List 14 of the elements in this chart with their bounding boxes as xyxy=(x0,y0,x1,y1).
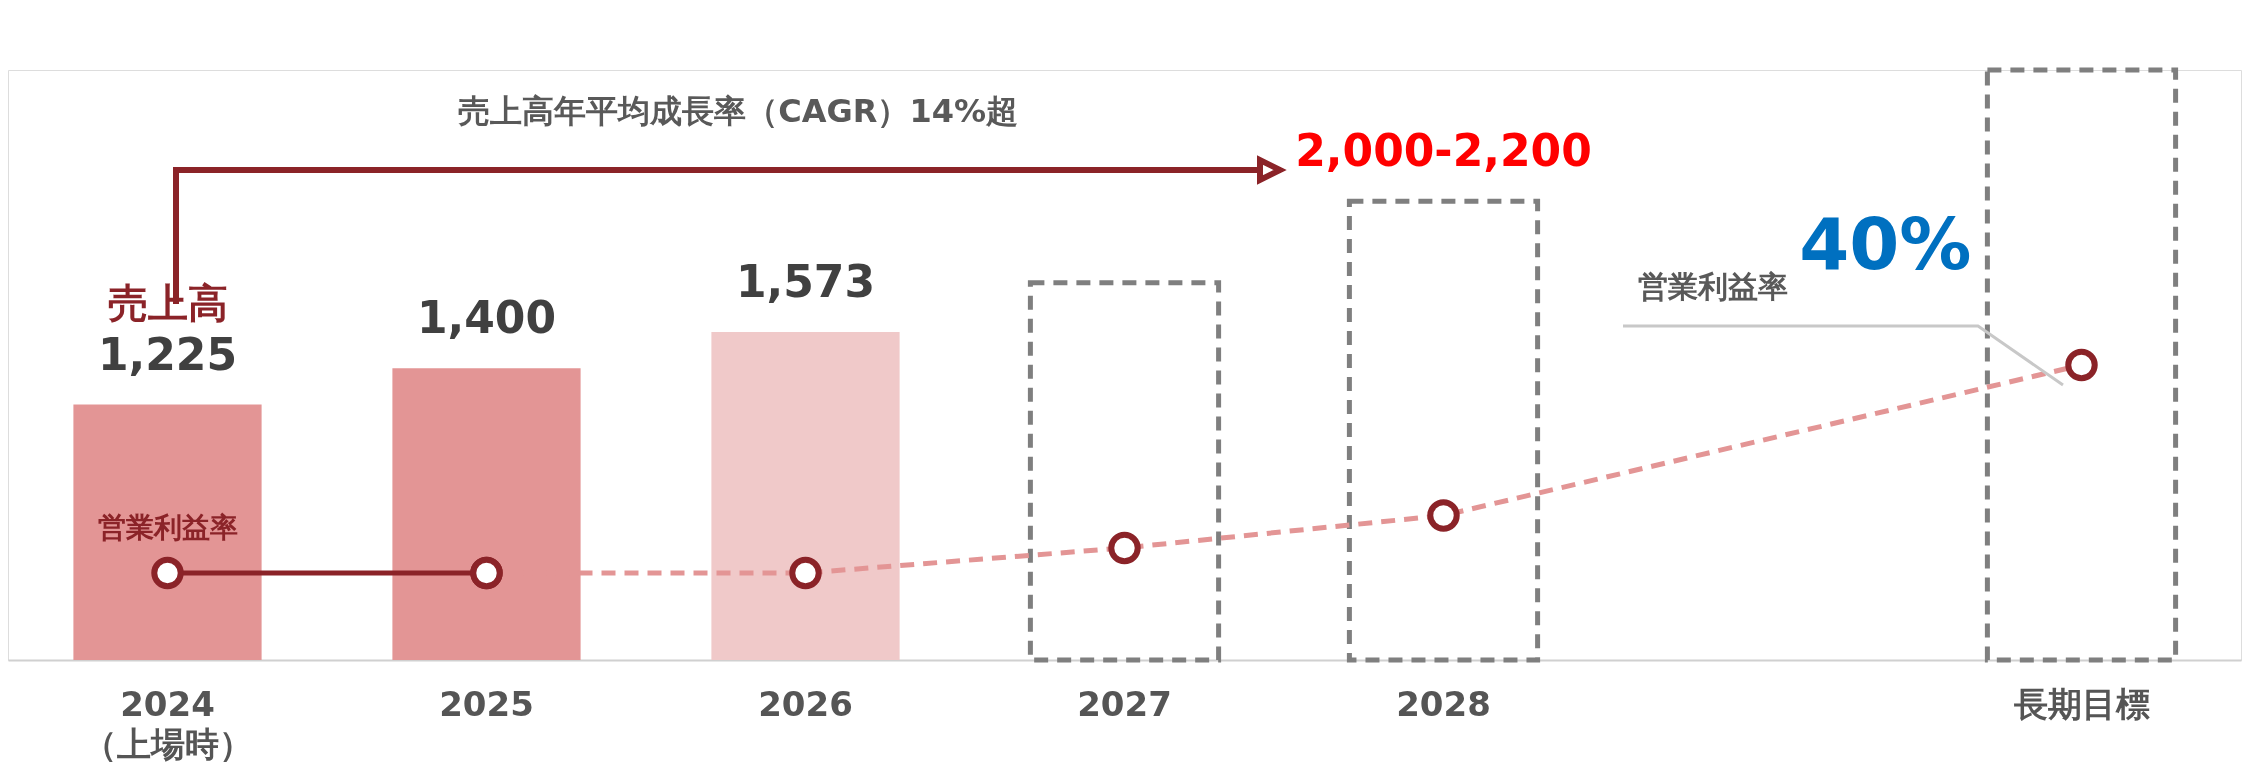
x-tick-label: 2027 xyxy=(1077,683,1172,724)
data-label: 1,225 xyxy=(97,328,238,380)
data-label: 1,400 xyxy=(416,292,557,344)
annotation: 売上高年平均成長率（CAGR）14%超 xyxy=(458,92,1018,130)
data-label: 1,573 xyxy=(735,256,876,308)
data-label: 40% xyxy=(1799,202,1972,286)
x-tick-label: 2024 （上場時） xyxy=(82,683,253,764)
x-tick-label: 長期目標 xyxy=(2012,683,2150,724)
x-tick-label: 2028 xyxy=(1396,683,1491,724)
data-label: 2,000-2,200 xyxy=(1295,125,1592,177)
x-tick-label: 2026 xyxy=(758,683,853,724)
x-tick-label: 2025 xyxy=(439,683,534,724)
series-label: 営業利益率 xyxy=(97,510,238,544)
annotation: 営業利益率 xyxy=(1638,269,1788,304)
